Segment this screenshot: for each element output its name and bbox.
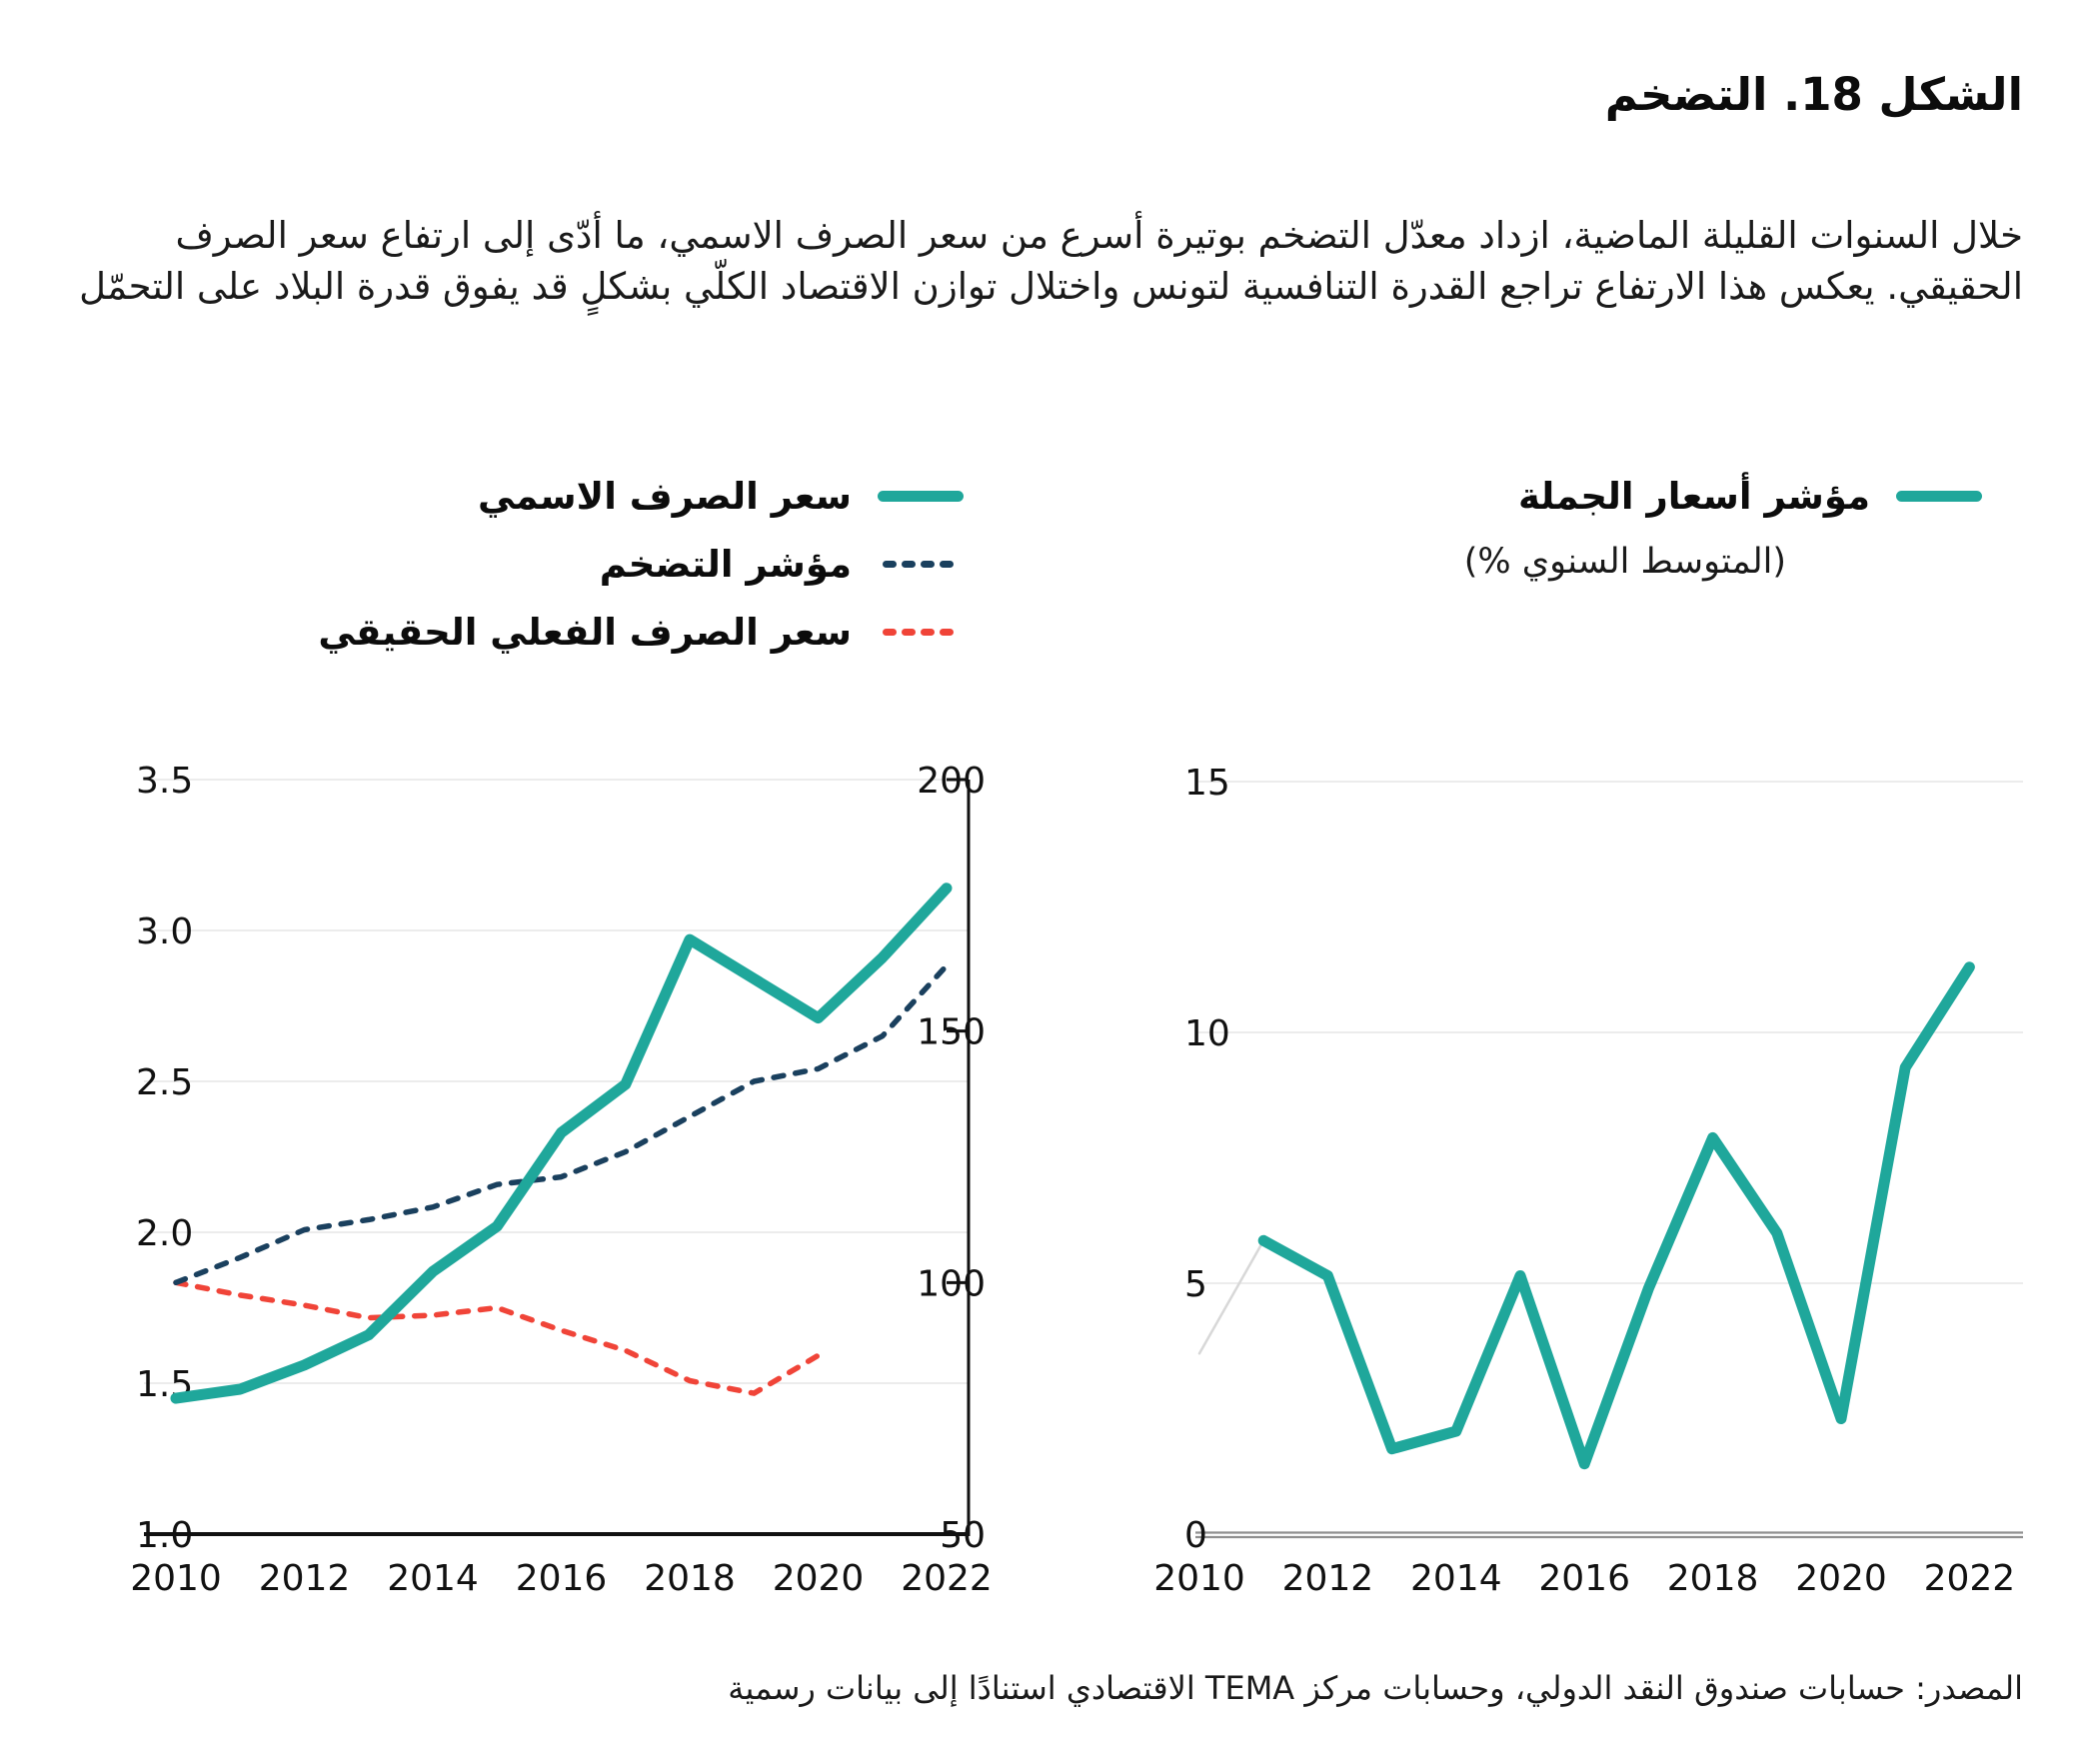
right-axis-tick-label: 100: [917, 1263, 986, 1304]
y-axis-tick-label: 10: [1184, 1013, 1230, 1054]
x-axis-tick-label: 2018: [1667, 1558, 1759, 1599]
x-axis-tick-label: 2018: [644, 1558, 736, 1599]
x-axis-tick-label: 2014: [387, 1558, 479, 1599]
legend-swatch-dashed-red-icon: [878, 628, 964, 636]
x-axis-tick-label: 2012: [1282, 1558, 1374, 1599]
right-axis-tick-label: 50: [940, 1515, 986, 1556]
left-axis-tick-label: 2.5: [136, 1062, 193, 1103]
left-axis-tick-label: 2.0: [136, 1213, 193, 1254]
legend-item-nominal-exchange-rate: سعر الصرف الاسمي: [318, 474, 964, 518]
figure-title: الشكل 18. التضخم: [1604, 68, 2023, 121]
right-axis-tick-label: 200: [917, 761, 986, 802]
left-axis-tick-label: 3.5: [136, 761, 193, 802]
legend-subtitle: (المتوسط السنوي %): [1463, 542, 1786, 582]
figure-description: خلال السنوات القليلة الماضية، ازداد معدّ…: [79, 214, 2023, 308]
series-nominal-exchange-rate: [170, 882, 953, 1404]
legend-label-nominal-exchange-rate: سعر الصرف الاسمي: [478, 474, 852, 518]
x-axis-tick-label: 2016: [1538, 1558, 1630, 1599]
legend-swatch-solid-teal-icon: [878, 490, 964, 502]
legend-item-real-effective-exchange-rate: سعر الصرف الفعلي الحقيقي: [318, 610, 964, 654]
y-axis-tick-label: 0: [1184, 1515, 1207, 1556]
x-axis-tick-label: 2010: [130, 1558, 222, 1599]
series-real-effective-exchange-rate: [173, 1279, 822, 1396]
x-axis-tick-label: 2022: [1924, 1558, 2016, 1599]
left-chart: 3.5 3.0 2.5 2.0 1.5 1.0 200 150 100 50 2010 2012 201…: [40, 730, 1069, 1659]
x-axis-tick-label: 2010: [1153, 1558, 1245, 1599]
y-axis-tick-label: 5: [1184, 1264, 1207, 1305]
legend-left: سعر الصرف الاسمي مؤشر التضخم سعر الصرف ا…: [318, 474, 964, 678]
x-axis-tick-label: 2020: [1795, 1558, 1887, 1599]
legend-right: مؤشر أسعار الجملة (المتوسط السنوي %): [1464, 474, 1982, 582]
x-axis-tick-label: 2020: [773, 1558, 865, 1599]
series-lead-in-faint: [1197, 1239, 1265, 1355]
legend-swatch-solid-teal-icon: [1896, 490, 1982, 502]
right-axis-tick-label: 150: [917, 1012, 986, 1053]
legend-label-wholesale-price-index: مؤشر أسعار الجملة: [1517, 474, 1870, 518]
legend-label-inflation-index: مؤشر التضخم: [599, 542, 852, 586]
left-axis-tick-label: 1.0: [136, 1515, 193, 1556]
series-inflation-index: [173, 962, 950, 1286]
y-axis-tick-label: 15: [1184, 763, 1230, 804]
legend-item-inflation-index: مؤشر التضخم: [318, 542, 964, 586]
legend-swatch-dashed-navy-icon: [878, 560, 964, 568]
left-axis-tick-label: 3.0: [136, 911, 193, 952]
source-note: المصدر: حسابات صندوق النقد الدولي، وحساب…: [728, 1669, 2023, 1707]
x-axis-tick-label: 2014: [1410, 1558, 1502, 1599]
series-wholesale-price-index: [1257, 961, 1975, 1470]
legend-item-wholesale-price-index: مؤشر أسعار الجملة: [1464, 474, 1982, 518]
legend-label-real-effective-exchange-rate: سعر الصرف الفعلي الحقيقي: [318, 610, 852, 654]
x-axis-tick-label: 2022: [901, 1558, 993, 1599]
x-axis-tick-label: 2012: [259, 1558, 351, 1599]
right-chart: 15 10 5 0 2010 2012 2014 2016 2018 2020 2022: [1089, 730, 2083, 1659]
x-axis-tick-label: 2016: [516, 1558, 608, 1599]
